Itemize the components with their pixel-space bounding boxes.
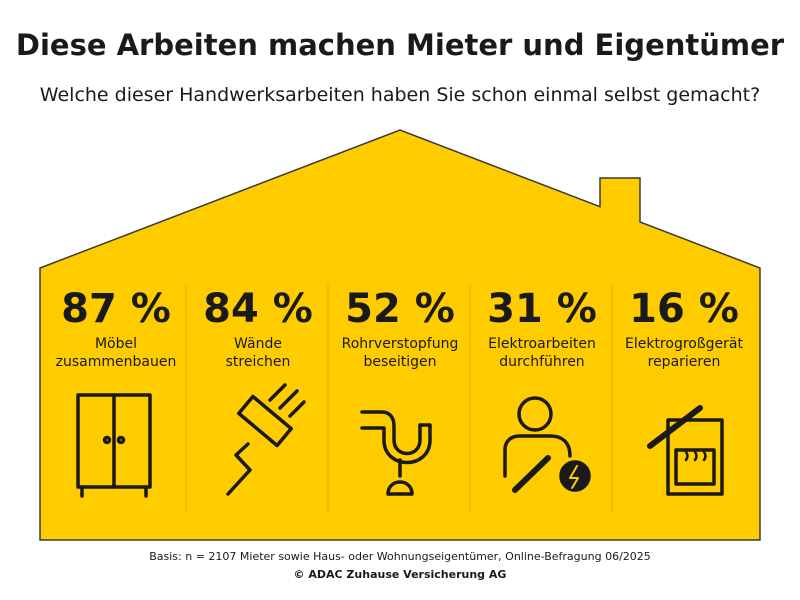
stat-label: Elektroarbeiten durchführen xyxy=(488,336,596,370)
title: Diese Arbeiten machen Mieter und Eigentü… xyxy=(15,28,785,62)
stat-label: Wände streichen xyxy=(225,336,291,370)
stat-value: 31 % xyxy=(487,286,597,332)
icon-pipe xyxy=(360,410,432,496)
source: © ADAC Zuhause Versicherung AG xyxy=(293,568,507,581)
subtitle: Welche dieser Handwerksarbeiten haben Si… xyxy=(39,84,761,106)
icon-paint-roller xyxy=(226,383,306,496)
stat-value: 84 % xyxy=(203,286,313,332)
icon-wardrobe xyxy=(76,393,152,498)
stat-value: 16 % xyxy=(629,286,739,332)
house xyxy=(39,129,761,541)
stat-value: 52 % xyxy=(345,286,455,332)
stat-label: Möbel zusammenbauen xyxy=(55,336,177,370)
icon-electrician xyxy=(503,396,591,493)
icon-oven xyxy=(647,405,724,496)
stat-value: 87 % xyxy=(61,286,171,332)
footnote: Basis: n = 2107 Mieter sowie Haus- oder … xyxy=(149,550,651,563)
stat-label: Rohrverstopfung beseitigen xyxy=(341,336,459,370)
dividers xyxy=(185,285,613,512)
stat-label: Elektrogroßgerät reparieren xyxy=(624,336,743,370)
